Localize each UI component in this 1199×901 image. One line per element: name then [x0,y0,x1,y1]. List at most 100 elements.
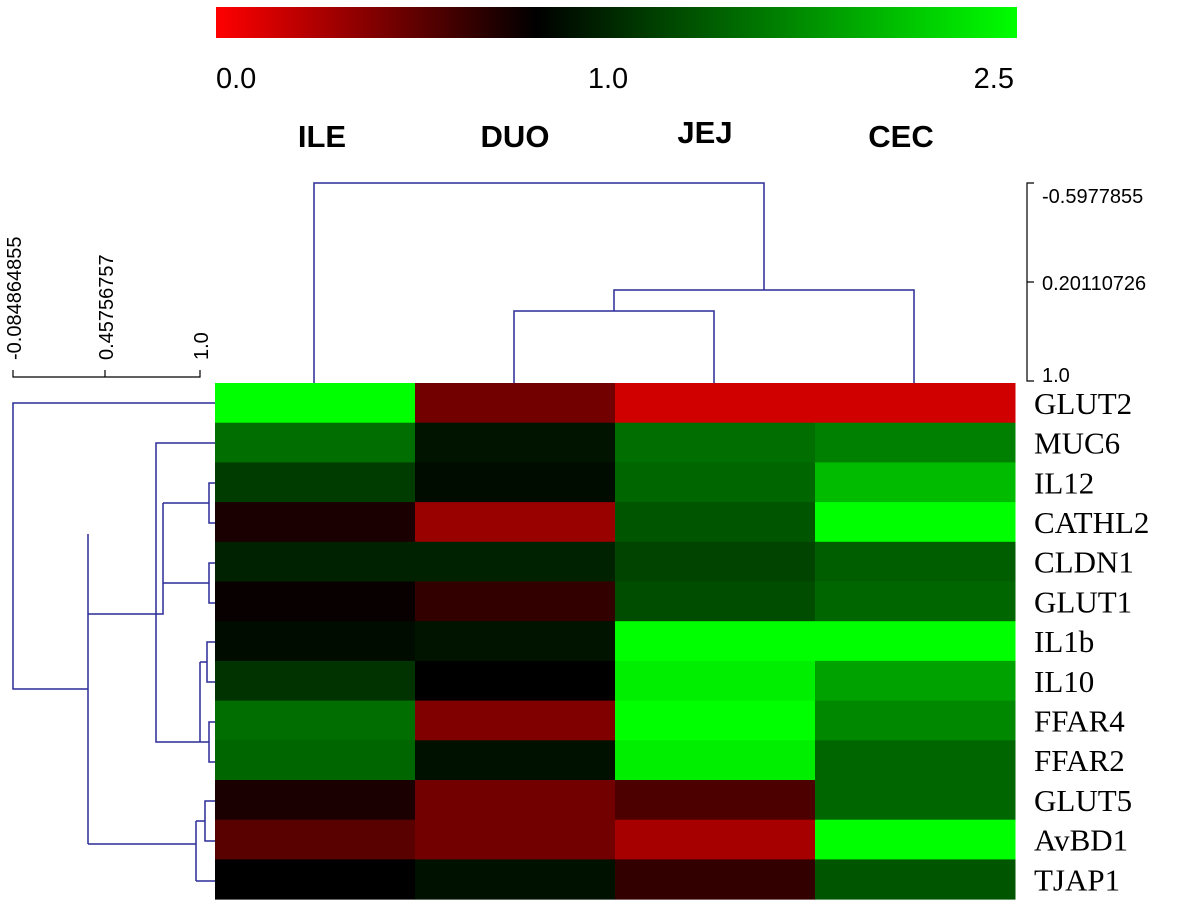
row-label: GLUT2 [1034,386,1132,421]
row-label: IL10 [1034,664,1094,699]
heatmap-cell [415,422,616,463]
column-dendrogram-branch [313,182,765,383]
column-label: ILE [298,119,346,154]
heatmap-cell [615,819,816,860]
column-scale-label: -0.5977855 [1042,186,1143,208]
color-scale-tick-label: 0.0 [216,63,256,95]
row-label: IL12 [1034,465,1094,500]
heatmap-cell [415,780,616,821]
row-dendrogram-branch [196,800,215,842]
heatmap-cell [415,700,616,741]
row-dendrogram [12,402,215,882]
heatmap-cell [215,819,416,860]
heatmap-cell [215,780,416,821]
column-label: CEC [868,119,933,154]
column-scale-label: 0.20110726 [1042,273,1146,295]
row-label: MUC6 [1034,426,1120,461]
heatmap-cell [815,462,1016,503]
heatmap-cell [215,621,416,662]
heatmap-cell [215,541,416,582]
color-scale-tick-label: 2.5 [974,63,1014,95]
heatmap-cell [815,541,1016,582]
column-dendrogram-scale: -0.5977855 0.20110726 1.0 [1026,182,1146,387]
heatmap-cell [615,581,816,622]
row-dendrogram-branch [163,482,215,524]
heatmap-cell [415,740,616,781]
heatmap-cell [215,383,416,424]
heatmap-cell [615,462,816,503]
row-scale-label: 1.0 [191,332,213,360]
row-label: GLUT5 [1034,783,1132,818]
row-dendrogram-scale: -0.084864855 0.45756757 1.0 [4,237,213,378]
heatmap-cell [615,502,816,543]
heatmap-cell [415,660,616,702]
row-label: CLDN1 [1034,545,1134,580]
heatmap-cell [215,581,416,622]
column-dendrogram-branch [613,289,915,383]
heatmap-cell [815,859,1016,900]
row-dendrogram-branch [200,641,215,683]
heatmap-cell [615,621,816,662]
heatmap-cell [215,502,416,543]
row-label: TJAP1 [1034,862,1120,897]
heatmap-cell [215,859,416,900]
row-scale-label: 0.45756757 [96,254,118,360]
color-scale-ticks: 0.0 1.0 2.5 [216,63,1014,95]
heatmap-cell [615,541,816,582]
heatmap-cell [215,700,416,741]
heatmap-cell [415,462,616,503]
row-label: GLUT1 [1034,584,1132,619]
column-labels: ILE DUO JEJ CEC [298,115,934,154]
heatmap-cell [615,700,816,741]
heatmap-cell [415,541,616,582]
row-dendrogram-branch [156,503,215,615]
heatmap-cell [415,621,616,662]
heatmap-cell [215,462,416,503]
row-labels: GLUT2 MUC6 IL12 CATHL2 CLDN1 GLUT1 IL1b IL10 FFA… [1034,386,1149,897]
row-dendrogram-branch [155,614,215,763]
heatmap-cell [815,660,1016,702]
heatmap-cell [815,740,1016,781]
column-label: JEJ [677,115,732,150]
column-scale-label: 1.0 [1042,365,1070,387]
color-scale-tick-label: 1.0 [588,63,628,95]
heatmap-cell [615,383,816,424]
heatmap-cells [215,383,1016,900]
heatmap-cell [615,660,816,702]
column-scale-axis [1026,182,1034,382]
heatmap-cell [815,502,1016,543]
heatmap-cell [215,660,416,702]
row-label: FFAR2 [1034,743,1125,778]
row-label: FFAR4 [1034,704,1125,739]
column-dendrogram-branch [513,310,715,383]
row-label: CATHL2 [1034,505,1149,540]
heatmap-cell [815,819,1016,860]
heatmap-cell [415,581,616,622]
heatmap-cell [215,422,416,463]
heatmap-cell [815,780,1016,821]
row-dendrogram-branch [12,402,215,690]
heatmap-cell [815,383,1016,424]
heatmap-cell [415,859,616,900]
heatmap-cell [815,422,1016,463]
column-label: DUO [481,119,550,154]
column-dendrogram [313,182,915,383]
row-label: IL1b [1034,624,1094,659]
heatmap-cell [215,740,416,781]
heatmap-cell [615,859,816,900]
heatmap-cell [615,780,816,821]
row-dendrogram-branch [87,442,215,844]
heatmap-cell [415,502,616,543]
row-scale-label: -0.084864855 [4,237,26,360]
heatmap-cell [415,383,616,424]
row-scale-axis [12,370,201,378]
heatmap-cell [815,621,1016,662]
heatmap-cell [415,819,616,860]
row-dendrogram-branch [88,821,215,882]
heatmap-cell [615,422,816,463]
heatmap-cell [815,700,1016,741]
row-label: AvBD1 [1034,823,1128,858]
color-scale-bar [216,7,1017,38]
heatmap-cell [615,740,816,781]
